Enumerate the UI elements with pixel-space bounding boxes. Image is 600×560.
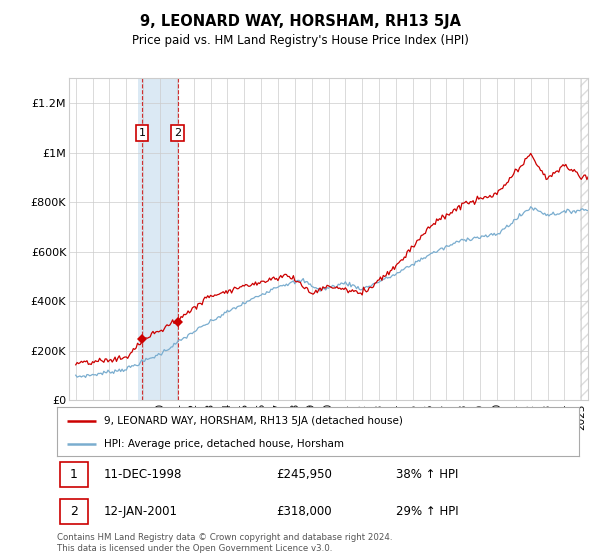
Text: 2: 2 bbox=[174, 128, 181, 138]
Text: 38% ↑ HPI: 38% ↑ HPI bbox=[397, 468, 458, 481]
Text: Contains HM Land Registry data © Crown copyright and database right 2024.
This d: Contains HM Land Registry data © Crown c… bbox=[57, 533, 392, 553]
Text: 1: 1 bbox=[139, 128, 146, 138]
Text: 11-DEC-1998: 11-DEC-1998 bbox=[104, 468, 182, 481]
Text: 1: 1 bbox=[70, 468, 78, 481]
Text: 9, LEONARD WAY, HORSHAM, RH13 5JA: 9, LEONARD WAY, HORSHAM, RH13 5JA bbox=[139, 14, 461, 29]
Text: 9, LEONARD WAY, HORSHAM, RH13 5JA (detached house): 9, LEONARD WAY, HORSHAM, RH13 5JA (detac… bbox=[104, 416, 403, 426]
Bar bbox=[138, 78, 179, 400]
Text: 29% ↑ HPI: 29% ↑ HPI bbox=[397, 505, 459, 518]
Bar bbox=[59, 500, 88, 524]
Text: 12-JAN-2001: 12-JAN-2001 bbox=[104, 505, 178, 518]
Bar bbox=[59, 463, 88, 487]
Text: HPI: Average price, detached house, Horsham: HPI: Average price, detached house, Hors… bbox=[104, 439, 344, 449]
Text: £318,000: £318,000 bbox=[276, 505, 332, 518]
Text: 2: 2 bbox=[70, 505, 78, 518]
Text: £245,950: £245,950 bbox=[276, 468, 332, 481]
Text: Price paid vs. HM Land Registry's House Price Index (HPI): Price paid vs. HM Land Registry's House … bbox=[131, 34, 469, 46]
Bar bbox=[580, 78, 588, 400]
